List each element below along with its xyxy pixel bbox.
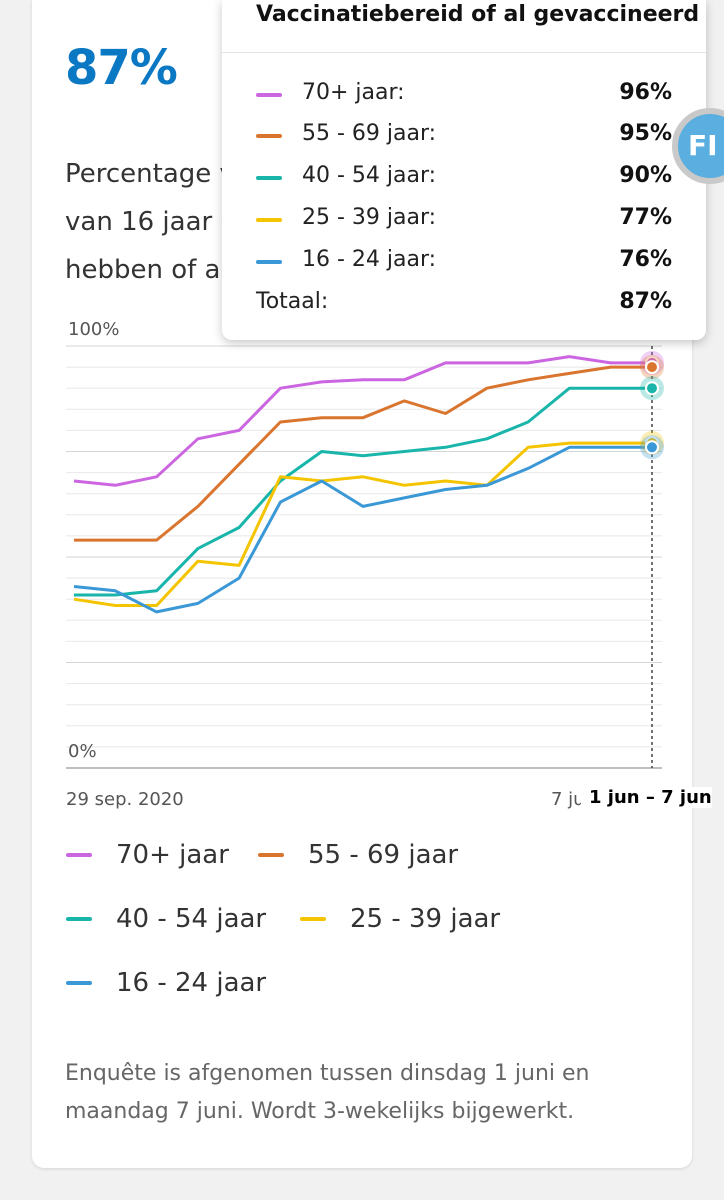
- footnote: Enquête is afgenomen tussen dinsdag 1 ju…: [65, 1061, 590, 1124]
- chart-tooltip: Vaccinatiebereid of al gevaccineerd 70+ …: [222, 0, 706, 340]
- data-point-current: [645, 360, 659, 375]
- tooltip-total-row: Totaal: 87%: [256, 289, 672, 319]
- series-line-40-54-jaar: [74, 386, 652, 597]
- legend-item-25-39[interactable]: 25 - 39 jaar: [300, 904, 500, 934]
- legend-item-55-69[interactable]: 55 - 69 jaar: [258, 840, 458, 870]
- tooltip-total-value: 87%: [619, 289, 672, 314]
- description-line: van 16 jaar en: [65, 207, 225, 237]
- tooltip-row: 16 - 24 jaar: 76%: [256, 247, 672, 277]
- tooltip-row: 25 - 39 jaar: 77%: [256, 205, 672, 235]
- tooltip-title: Vaccinatiebereid of al gevaccineerd: [256, 2, 700, 27]
- x-end-label: 7 ju: [551, 789, 581, 810]
- tooltip-total-label: Totaal:: [256, 289, 329, 314]
- tooltip-row-label: 55 - 69 jaar:: [302, 121, 437, 146]
- x-start-label: 29 sep. 2020: [66, 789, 184, 810]
- tooltip-row-value: 90%: [619, 163, 672, 188]
- legend-swatch: [66, 981, 92, 985]
- tooltip-row-value: 95%: [619, 121, 672, 146]
- data-point-current: [645, 440, 659, 455]
- legend-label: 25 - 39 jaar: [350, 904, 501, 934]
- legend-label: 70+ jaar: [116, 840, 229, 870]
- legend-swatch: [66, 853, 92, 857]
- legend-item-16-24[interactable]: 16 - 24 jaar: [66, 968, 266, 998]
- legend-swatch: [300, 917, 326, 921]
- chart-series: [73, 355, 652, 614]
- chart-grid: [66, 345, 662, 769]
- legend-swatch: [258, 853, 284, 857]
- tooltip-swatch: [256, 93, 282, 97]
- tooltip-row-value: 77%: [619, 205, 672, 230]
- tooltip-swatch: [256, 134, 282, 138]
- feedback-icon: FI: [688, 129, 718, 162]
- line-chart[interactable]: 100% 0%: [0, 0, 724, 800]
- description-line: Percentage van: [65, 159, 225, 189]
- series-line-55-69-jaar: [74, 365, 652, 542]
- tooltip-swatch: [256, 176, 282, 180]
- tooltip-row: 40 - 54 jaar: 90%: [256, 163, 672, 193]
- tooltip-row-label: 16 - 24 jaar:: [302, 247, 437, 272]
- y-tick-label-0: 0%: [68, 741, 97, 762]
- legend-label: 16 - 24 jaar: [116, 968, 267, 998]
- description-line: hebben of al: [65, 255, 225, 285]
- headline-value: 87%: [65, 40, 178, 96]
- tooltip-swatch: [256, 260, 282, 264]
- y-tick-label-100: 100%: [68, 319, 119, 340]
- tooltip-row: 70+ jaar: 96%: [256, 80, 672, 110]
- legend-item-40-54[interactable]: 40 - 54 jaar: [66, 904, 266, 934]
- tooltip-row-value: 96%: [619, 80, 672, 105]
- description-text: Percentage van van 16 jaar en hebben of …: [65, 150, 225, 290]
- tooltip-divider: [222, 52, 706, 53]
- legend-label: 40 - 54 jaar: [116, 904, 267, 934]
- legend-label: 55 - 69 jaar: [308, 840, 459, 870]
- tooltip-row-label: 40 - 54 jaar:: [302, 163, 437, 188]
- series-line-25-39-jaar: [73, 441, 652, 607]
- legend-item-70plus[interactable]: 70+ jaar: [66, 840, 229, 870]
- tooltip-row-value: 76%: [619, 247, 672, 272]
- chart-markers: [640, 350, 664, 460]
- tooltip-swatch: [256, 218, 282, 222]
- data-point-current: [645, 381, 659, 396]
- legend-swatch: [66, 917, 92, 921]
- series-line-16-24-jaar: [73, 445, 652, 614]
- tooltip-row: 55 - 69 jaar: 95%: [256, 121, 672, 151]
- tooltip-row-label: 70+ jaar:: [302, 80, 405, 105]
- series-line-70-jaar: [73, 355, 652, 487]
- tooltip-row-label: 25 - 39 jaar:: [302, 205, 437, 230]
- current-period-label: 1 jun – 7 jun: [589, 787, 712, 808]
